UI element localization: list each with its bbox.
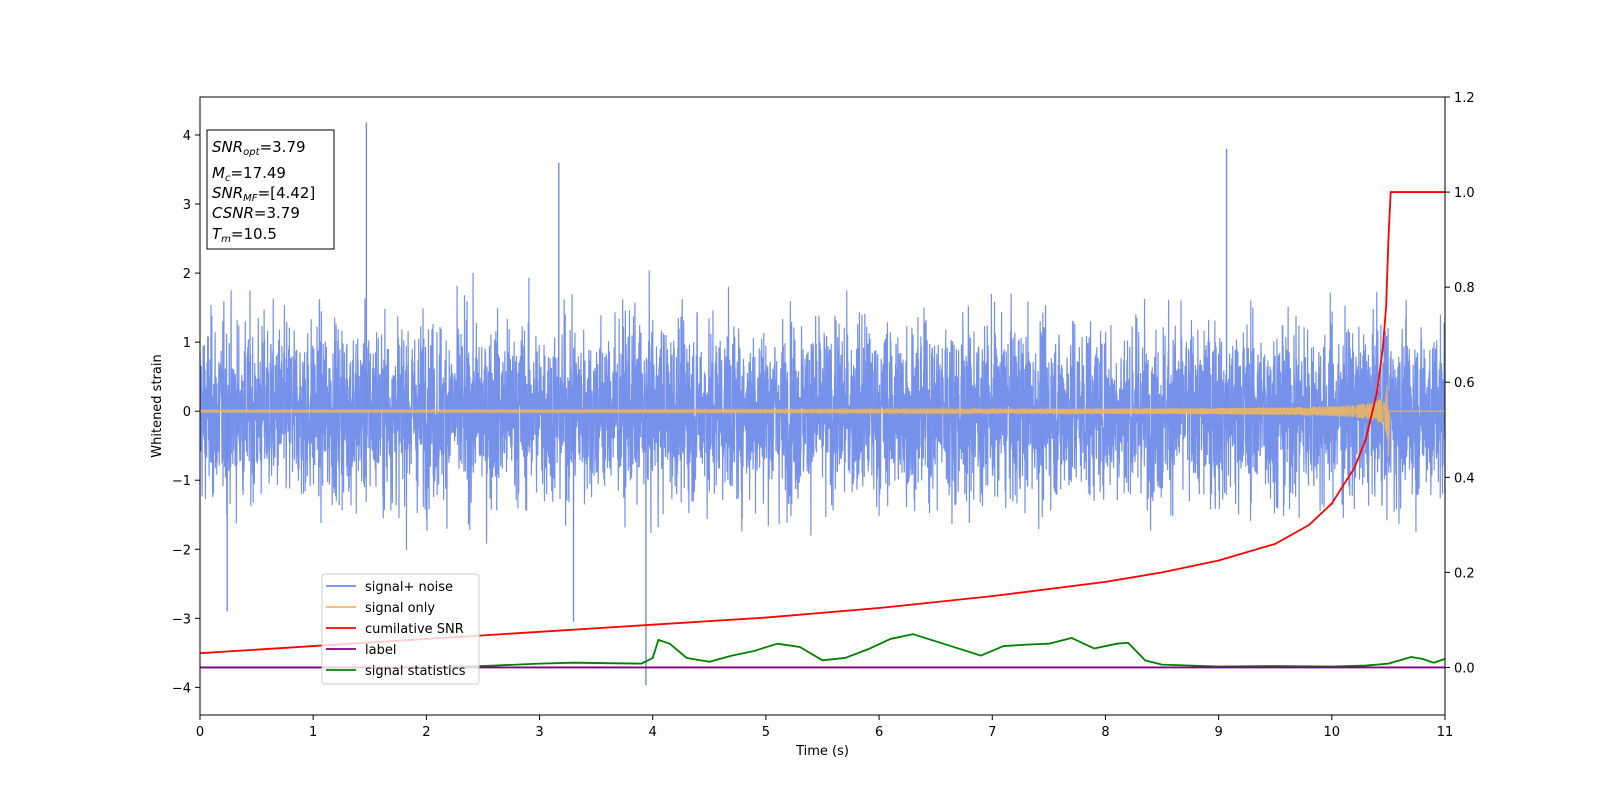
y-left-tick-label: 2 — [183, 267, 191, 282]
plot-frame — [199, 96, 1446, 716]
x-tick-label: 4 — [649, 725, 657, 740]
x-tick-label: 11 — [1437, 725, 1454, 740]
signal-statistics-series — [200, 633, 1446, 669]
x-tick-label: 3 — [535, 725, 543, 740]
y-left-tick-label: 1 — [183, 336, 191, 351]
legend-label: signal statistics — [365, 664, 466, 679]
x-tick-label: 10 — [1324, 725, 1341, 740]
annotation-box: SNRopt=3.79 Mc=17.49SNRMF=[4.42]CSNR=3.79… — [206, 129, 335, 250]
x-tick-label: 2 — [422, 725, 430, 740]
cumulative-snr-series — [199, 191, 1445, 655]
legend-frame — [321, 573, 480, 685]
y-axis-right: 0.0 0.2 0.4 0.6 0.8 1.0 1.2 — [1445, 91, 1475, 676]
x-tick-label: 7 — [988, 725, 996, 740]
annotation-frame — [206, 129, 335, 250]
y-right-tick-label: 0.2 — [1454, 566, 1475, 581]
x-tick-label: 0 — [196, 725, 204, 740]
y-right-tick-label: 0.4 — [1454, 471, 1475, 486]
y-right-tick-label: 1.0 — [1454, 186, 1475, 201]
y-left-tick-label: −3 — [172, 612, 191, 627]
annotation-line: SNRopt=3.79 — [212, 138, 306, 158]
legend: signal+ noise signal only cumilative SNR la… — [321, 573, 480, 685]
signal-only-series — [199, 384, 1445, 457]
legend-label: signal+ noise — [365, 580, 453, 595]
y-left-tick-label: 3 — [183, 198, 191, 213]
annotation-line: Tm=10.5 — [212, 225, 277, 245]
y-axis-label: Whitened strain — [150, 354, 165, 457]
annotation-line: SNRMF=[4.42] — [212, 184, 315, 204]
x-tick-label: 6 — [875, 725, 883, 740]
y-right-tick-label: 0.8 — [1454, 281, 1475, 296]
y-right-tick-label: 1.2 — [1454, 91, 1475, 106]
annotation-line: CSNR=3.79 — [212, 204, 300, 222]
y-right-tick-label: 0.0 — [1454, 661, 1475, 676]
signal-statistics-line — [200, 633, 1446, 669]
x-axis: 0 1 2 3 4 5 6 7 8 9 10 11 — [196, 715, 1453, 740]
legend-label: signal only — [365, 601, 435, 616]
y-left-tick-label: −4 — [172, 681, 191, 696]
y-left-tick-label: 0 — [183, 405, 191, 420]
legend-label: label — [365, 643, 396, 658]
x-tick-label: 9 — [1214, 725, 1222, 740]
x-tick-label: 1 — [309, 725, 317, 740]
y-axis-left: −4 −3 −2 −1 0 1 2 3 4 — [172, 129, 200, 696]
legend-label: cumilative SNR — [365, 622, 464, 637]
signal-noise-series — [199, 122, 1446, 686]
signal-only-line — [199, 384, 1445, 457]
y-left-tick-label: 4 — [183, 129, 191, 144]
x-axis-label: Time (s) — [795, 744, 849, 759]
cumulative-snr-line — [199, 191, 1445, 655]
x-tick-label: 8 — [1101, 725, 1109, 740]
y-left-tick-label: −1 — [172, 474, 191, 489]
x-tick-label: 5 — [762, 725, 770, 740]
annotation-line: Mc=17.49 — [212, 164, 286, 184]
signal-noise-line — [199, 270, 1446, 550]
y-right-tick-label: 0.6 — [1454, 376, 1475, 391]
y-left-tick-label: −2 — [172, 543, 191, 558]
